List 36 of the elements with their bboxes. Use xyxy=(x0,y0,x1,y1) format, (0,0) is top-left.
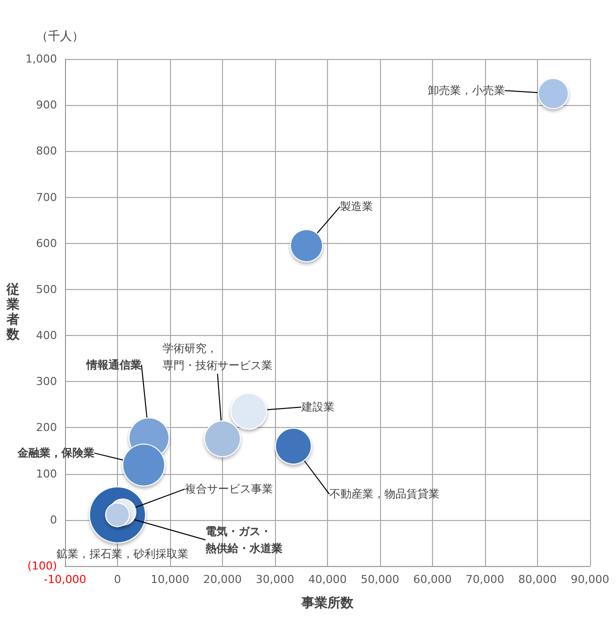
text: 製造業 xyxy=(340,200,373,214)
text: 複合サービス事業 xyxy=(184,482,273,496)
y-tick-label: 1,000 xyxy=(26,52,57,66)
y-tick-label: 0 xyxy=(50,513,57,526)
y-tick-label: 800 xyxy=(36,144,57,158)
x-tick-label: 80,000 xyxy=(518,573,557,586)
y-axis-title: 従業者数 xyxy=(6,282,21,342)
y-tick-label: 600 xyxy=(36,236,57,250)
y-tick-label: 900 xyxy=(36,98,57,112)
y-tick-label: 500 xyxy=(36,282,57,296)
y-tick-label: 300 xyxy=(36,375,57,388)
x-tick-label: -10,000 xyxy=(44,573,86,586)
x-tick-label: 60,000 xyxy=(413,573,452,586)
series-label: 鉱業，採石業，砂利採取業 xyxy=(56,547,188,560)
x-tick-label: 70,000 xyxy=(466,573,504,586)
x-axis-title: 事業所数 xyxy=(300,595,354,611)
text: 電気・ガス・熱供給・水道業 xyxy=(204,524,282,555)
x-tick-label: 40,000 xyxy=(308,573,347,586)
x-tick-label: 10,000 xyxy=(150,573,190,586)
text: （千人） xyxy=(36,29,84,43)
text: 建設業 xyxy=(300,400,334,414)
text: 学術研究，専門・技術サービス業 xyxy=(162,342,272,372)
y-tick-label: 200 xyxy=(36,421,57,434)
text: 情報通信業 xyxy=(86,358,142,372)
y-tick-label: (100) xyxy=(27,560,57,572)
text: 卸売業，小売業 xyxy=(428,84,505,98)
text: 金融業，保険業 xyxy=(16,446,94,460)
x-tick-label: 90,000 xyxy=(570,573,610,586)
x-tick-label: 0 xyxy=(114,573,121,586)
text: 不動産業，物品賃貸業 xyxy=(329,488,440,501)
y-tick-label: 400 xyxy=(36,329,57,342)
x-tick-label: 50,000 xyxy=(360,573,400,586)
y-tick-label: 700 xyxy=(36,190,57,204)
x-tick-label: 30,000 xyxy=(256,573,294,586)
x-tick-label: 20,000 xyxy=(203,573,242,586)
y-tick-label: 100 xyxy=(36,467,57,480)
